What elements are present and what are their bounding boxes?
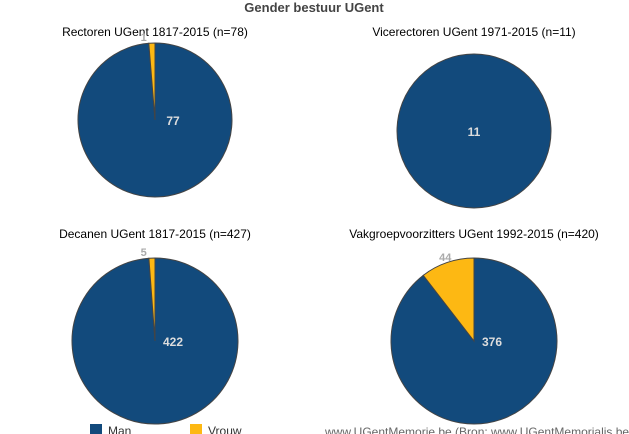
chart-title: Decanen UGent 1817-2015 (n=427) <box>59 227 251 241</box>
pie-chart: Decanen UGent 1817-2015 (n=427) 422 5 <box>59 227 251 425</box>
pie-slice-vrouw[interactable] <box>422 257 475 343</box>
chart-title: Vicerectoren UGent 1971-2015 (n=11) <box>372 25 575 39</box>
pie-slice-vrouw[interactable] <box>148 42 156 121</box>
slice-value-label: 5 <box>141 247 147 259</box>
pie-slice-man[interactable] <box>396 53 552 209</box>
slice-value-label: 422 <box>163 335 183 349</box>
main-title: Gender bestuur UGent <box>244 0 384 15</box>
pie-slice-vrouw[interactable] <box>148 257 156 342</box>
pie-chart: Vakgroepvoorzitters UGent 1992-2015 (n=4… <box>349 227 599 425</box>
pie-charts: Rectoren UGent 1817-2015 (n=78) 77 1 Vicere… <box>59 25 599 425</box>
legend: Man Vrouw <box>90 424 242 434</box>
slice-value-label: 11 <box>468 125 481 139</box>
source-credit: www.UGentMemorie.be (Bron: www.UGentMemo… <box>324 425 629 434</box>
legend-label: Vrouw <box>208 424 242 434</box>
legend-item-man[interactable]: Man <box>90 424 131 434</box>
pie-slice-man[interactable] <box>390 257 558 425</box>
legend-swatch <box>190 424 202 434</box>
chart-title: Vakgroepvoorzitters UGent 1992-2015 (n=4… <box>349 227 599 241</box>
legend-item-vrouw[interactable]: Vrouw <box>190 424 242 434</box>
slice-value-label: 77 <box>166 114 180 128</box>
legend-swatch <box>90 424 102 434</box>
chart-title: Rectoren UGent 1817-2015 (n=78) <box>62 25 248 39</box>
pie-chart: Vicerectoren UGent 1971-2015 (n=11) 11 <box>372 25 576 209</box>
slice-value-label: 44 <box>439 252 452 264</box>
slice-value-label: 1 <box>141 32 147 44</box>
legend-label: Man <box>108 424 131 434</box>
pie-chart: Rectoren UGent 1817-2015 (n=78) 77 1 <box>62 25 248 198</box>
slice-value-label: 376 <box>482 335 502 349</box>
